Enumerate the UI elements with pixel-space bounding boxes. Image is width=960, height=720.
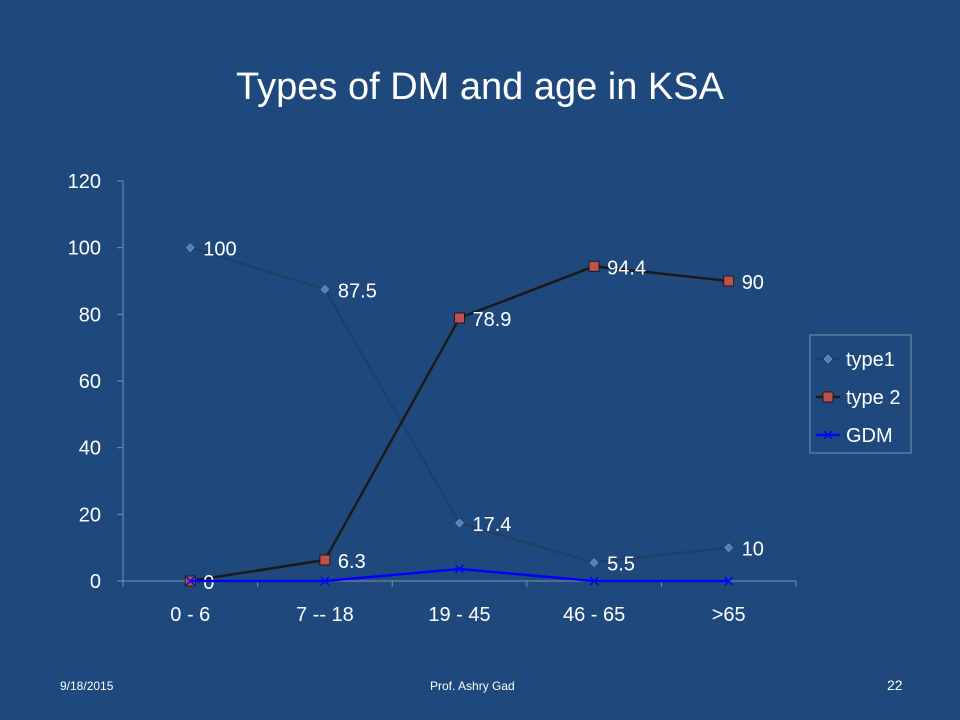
data-point-GDM <box>823 430 833 440</box>
x-tick-label: 19 - 45 <box>428 604 490 626</box>
y-tick-label: 80 <box>79 304 101 326</box>
data-point-GDM <box>185 576 195 586</box>
data-label-type-2: 6.3 <box>338 551 366 573</box>
footer-author: Prof. Ashry Gad <box>430 679 515 693</box>
series-line-type1 <box>189 246 729 564</box>
data-label-type-2: 0 <box>203 572 214 594</box>
data-point-GDM <box>454 564 465 574</box>
y-tick-label: 120 <box>68 171 101 193</box>
data-label-type1: 17.4 <box>473 514 512 536</box>
data-label-type-2: 90 <box>742 272 764 294</box>
page-number: 22 <box>887 677 903 693</box>
data-point-type-2 <box>588 260 600 272</box>
data-point-type1 <box>185 243 195 253</box>
legend-item-GDM: GDM <box>816 425 893 447</box>
data-label-type1: 87.5 <box>338 280 377 302</box>
data-label-type1: 10 <box>742 539 764 561</box>
legend-label: GDM <box>846 425 893 447</box>
data-point-type-2 <box>454 312 465 324</box>
data-point-GDM <box>589 576 599 586</box>
data-point-GDM <box>724 576 734 586</box>
data-point-type1 <box>455 518 464 528</box>
data-point-type-2 <box>822 391 834 403</box>
data-point-type1 <box>724 543 734 553</box>
x-tick-label: 46 - 65 <box>563 604 625 626</box>
y-tick-label: 60 <box>79 371 101 393</box>
y-tick-label: 0 <box>90 571 101 593</box>
data-point-GDM <box>320 576 330 586</box>
x-tick-label: 0 - 6 <box>170 604 210 626</box>
data-label-type1: 100 <box>203 239 236 261</box>
slide-title: Types of DM and age in KSA <box>236 66 724 108</box>
data-label-type1: 5.5 <box>607 554 635 576</box>
footer-date: 9/18/2015 <box>60 679 114 693</box>
series-type-2: 0 6.3 78.9 94.4 90 <box>184 257 764 594</box>
legend-box <box>809 334 912 454</box>
y-tick-label: 40 <box>79 438 101 460</box>
legend-label: type 2 <box>846 387 900 409</box>
data-point-type1 <box>320 284 330 294</box>
data-point-type1 <box>589 558 599 568</box>
series-GDM <box>185 564 734 586</box>
legend-label: type1 <box>846 349 895 371</box>
legend-item-type1: type1 <box>816 349 895 371</box>
legend-item-type-2: type 2 <box>816 387 900 409</box>
data-label-type-2: 78.9 <box>473 309 512 331</box>
data-point-type1 <box>823 354 833 364</box>
x-tick-label: >65 <box>712 604 746 626</box>
y-tick-label: 100 <box>68 238 101 260</box>
x-tick-label: 7 -- 18 <box>296 604 354 626</box>
series-type1: 100 87.5 17.4 5.5 10 <box>185 239 764 576</box>
y-tick-label: 20 <box>79 504 101 526</box>
data-label-type-2: 94.4 <box>607 257 646 279</box>
data-point-type-2 <box>723 275 735 287</box>
data-point-type-2 <box>319 554 331 566</box>
series-line-GDM <box>190 567 729 583</box>
